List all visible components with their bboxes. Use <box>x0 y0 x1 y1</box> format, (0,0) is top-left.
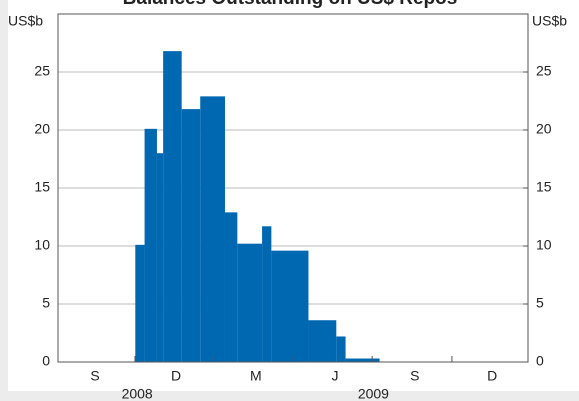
year-label: 2009 <box>358 386 389 401</box>
y2-unit: US$b <box>532 13 567 29</box>
y2-tick-label: 20 <box>536 121 552 137</box>
y2-tick-label: 5 <box>536 295 544 311</box>
y-tick-label: 25 <box>34 63 50 79</box>
y-unit: US$b <box>8 13 43 29</box>
chart-title: Balances Outstanding on US$ Repos <box>123 0 458 9</box>
bar <box>345 358 380 362</box>
x-tick-label: J <box>332 368 339 384</box>
bar <box>181 109 201 363</box>
x-tick-label: S <box>90 368 99 384</box>
y-tick-label: 20 <box>34 121 50 137</box>
bar <box>336 336 346 362</box>
bar <box>163 51 182 363</box>
y2-tick-label: 15 <box>536 179 552 195</box>
y2-tick-label: 25 <box>536 63 552 79</box>
bar <box>135 244 145 362</box>
bar <box>224 212 238 362</box>
bar <box>271 250 309 362</box>
y-tick-label: 0 <box>42 353 50 369</box>
y2-tick-label: 10 <box>536 237 552 253</box>
y-tick-label: 15 <box>34 179 50 195</box>
y-tick-label: 5 <box>42 295 50 311</box>
bar <box>200 96 225 363</box>
x-tick-label: S <box>410 368 419 384</box>
bar <box>156 153 164 362</box>
year-label: 2008 <box>122 386 153 401</box>
y-tick-label: 10 <box>34 237 50 253</box>
y2-tick-label: 0 <box>536 353 544 369</box>
bar <box>237 243 263 362</box>
x-tick-label: D <box>171 368 181 384</box>
bar <box>144 128 157 362</box>
x-tick-label: D <box>487 368 497 384</box>
bar <box>262 226 272 362</box>
plot-frame <box>57 13 529 363</box>
x-tick-label: M <box>250 368 262 384</box>
bar <box>308 320 337 362</box>
